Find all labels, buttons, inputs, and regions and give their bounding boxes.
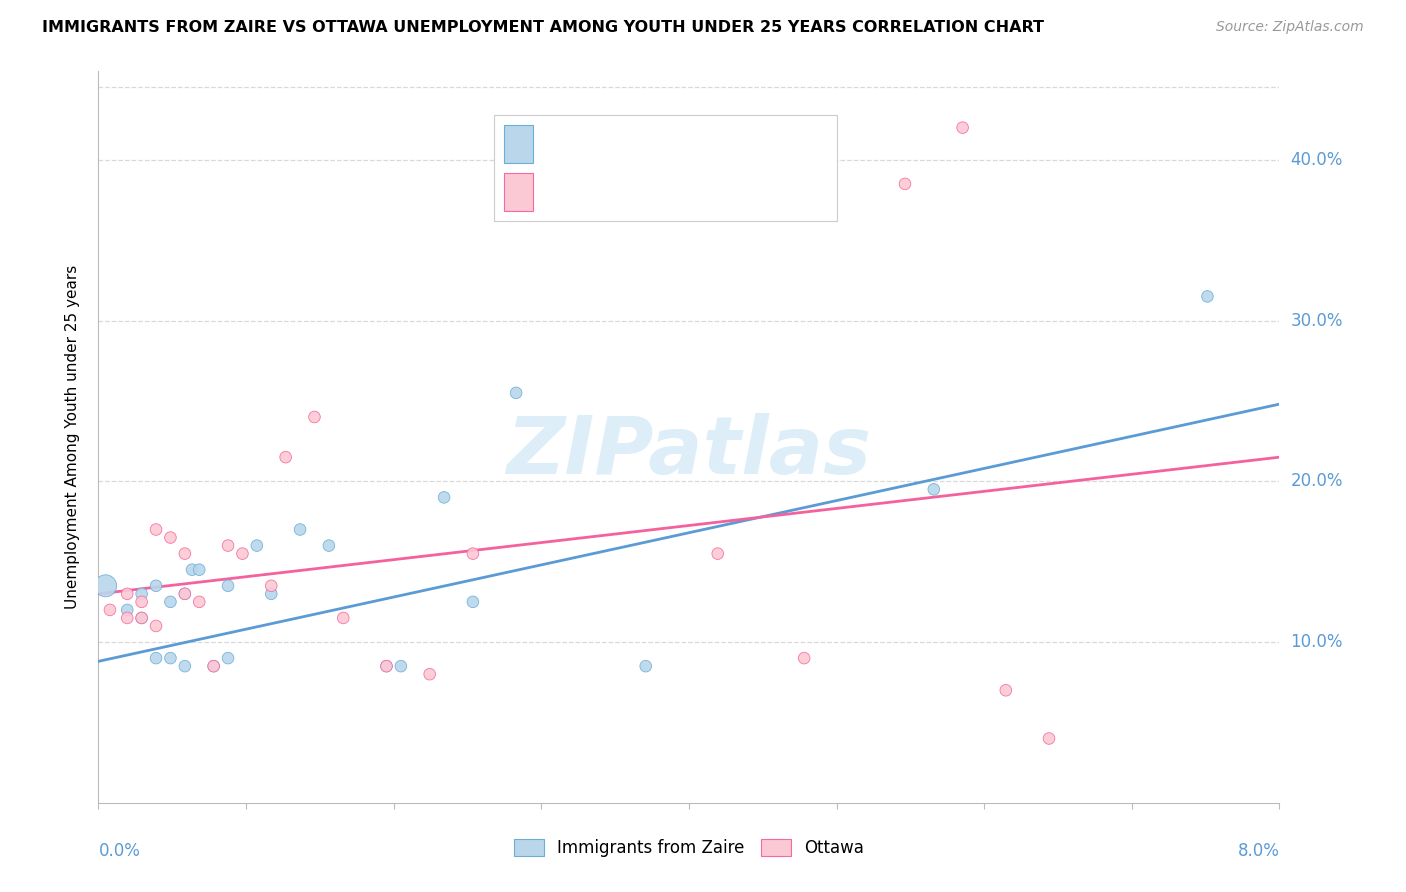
Point: [173, 587, 195, 601]
Point: [98, 603, 121, 617]
Point: [318, 539, 340, 553]
Point: [375, 659, 398, 673]
Point: [1197, 289, 1219, 303]
Point: [260, 587, 283, 601]
Text: R = 0.276: R = 0.276: [547, 183, 630, 201]
Point: [202, 659, 225, 673]
Point: [793, 651, 815, 665]
Point: [159, 531, 181, 545]
Point: [288, 523, 311, 537]
Point: [231, 547, 253, 561]
Point: [131, 595, 153, 609]
Point: [389, 659, 412, 673]
Point: [188, 595, 211, 609]
Text: 10.0%: 10.0%: [1291, 633, 1343, 651]
Text: Source: ZipAtlas.com: Source: ZipAtlas.com: [1216, 20, 1364, 34]
Point: [173, 587, 195, 601]
Point: [115, 611, 138, 625]
Point: [433, 491, 456, 505]
Point: [332, 611, 354, 625]
Point: [115, 603, 138, 617]
Point: [461, 595, 484, 609]
Point: [131, 587, 153, 601]
Point: [202, 659, 225, 673]
Point: [217, 539, 239, 553]
Text: 8.0%: 8.0%: [1237, 842, 1279, 860]
Legend: Immigrants from Zaire, Ottawa: Immigrants from Zaire, Ottawa: [508, 832, 870, 864]
Point: [115, 587, 138, 601]
Text: 30.0%: 30.0%: [1291, 311, 1343, 329]
Text: 20.0%: 20.0%: [1291, 472, 1343, 491]
Point: [274, 450, 297, 465]
Point: [461, 547, 484, 561]
Point: [260, 579, 283, 593]
Point: [952, 120, 974, 135]
Point: [131, 611, 153, 625]
Point: [159, 651, 181, 665]
Point: [994, 683, 1017, 698]
Text: N = 31: N = 31: [718, 183, 776, 201]
Point: [159, 595, 181, 609]
Point: [181, 563, 204, 577]
Point: [419, 667, 441, 681]
Text: IMMIGRANTS FROM ZAIRE VS OTTAWA UNEMPLOYMENT AMONG YOUTH UNDER 25 YEARS CORRELAT: IMMIGRANTS FROM ZAIRE VS OTTAWA UNEMPLOY…: [42, 20, 1045, 35]
Point: [145, 619, 167, 633]
Point: [131, 611, 153, 625]
Point: [1038, 731, 1060, 746]
Point: [505, 385, 527, 400]
Text: 40.0%: 40.0%: [1291, 151, 1343, 169]
Point: [706, 547, 728, 561]
Bar: [503, 125, 533, 163]
Point: [217, 579, 239, 593]
Bar: [503, 173, 533, 211]
Point: [922, 483, 945, 497]
Text: ZIPatlas: ZIPatlas: [506, 413, 872, 491]
Point: [246, 539, 269, 553]
Point: [173, 547, 195, 561]
Text: N = 29: N = 29: [718, 135, 776, 153]
Text: 0.0%: 0.0%: [98, 842, 141, 860]
Text: R = 0.556: R = 0.556: [547, 135, 630, 153]
Point: [894, 177, 917, 191]
Point: [145, 579, 167, 593]
Point: [145, 651, 167, 665]
Y-axis label: Unemployment Among Youth under 25 years: Unemployment Among Youth under 25 years: [65, 265, 80, 609]
Bar: [494, 115, 837, 221]
Point: [304, 409, 326, 424]
Point: [375, 659, 398, 673]
Point: [94, 579, 117, 593]
Point: [634, 659, 657, 673]
Point: [188, 563, 211, 577]
Point: [173, 659, 195, 673]
Point: [145, 523, 167, 537]
Point: [217, 651, 239, 665]
